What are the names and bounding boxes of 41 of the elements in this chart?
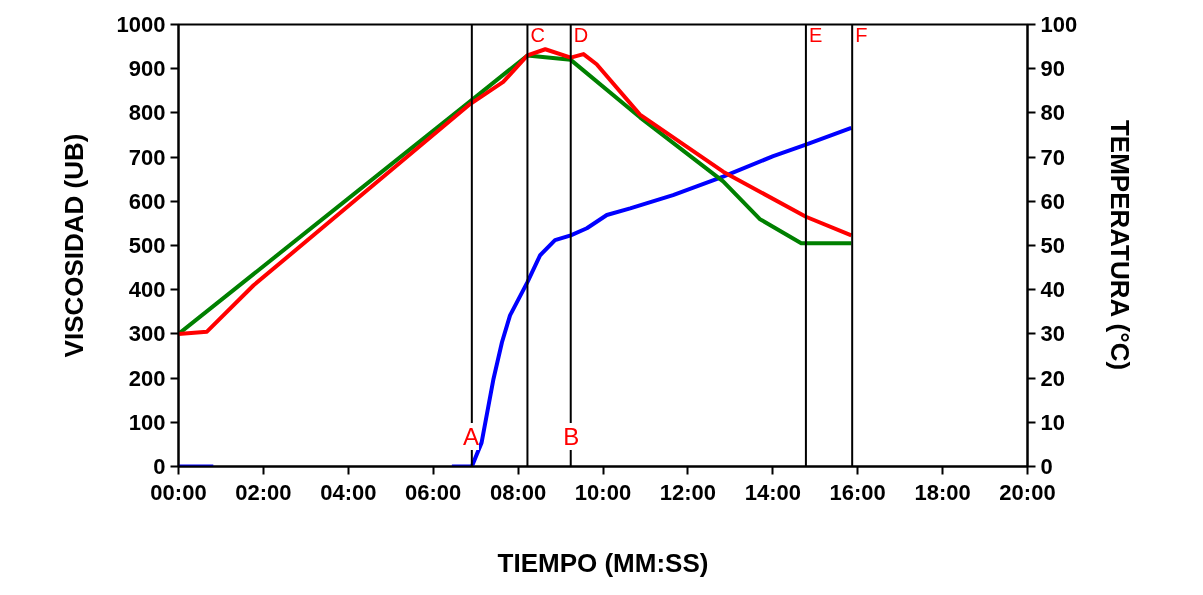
y-tick-label: 500 <box>128 233 166 258</box>
y2-tick-label: 40 <box>1040 277 1065 303</box>
y2-tick-label: 0 <box>1040 454 1053 479</box>
x-tick-label: 18:00 <box>914 479 971 505</box>
x-tick-label: 02:00 <box>235 479 292 505</box>
ref-line-label: E <box>808 23 823 46</box>
y2-tick-label: 80 <box>1040 100 1065 126</box>
y-tick-label: 300 <box>128 321 166 347</box>
y-tick-label: 1000 <box>116 12 166 37</box>
y-tick-label: 0 <box>153 454 166 479</box>
y2-tick-label: 10 <box>1040 409 1065 435</box>
y2-tick-label: 60 <box>1040 188 1065 214</box>
ref-line-label: D <box>573 23 589 46</box>
y-tick-label: 200 <box>128 365 166 391</box>
y2-tick-label: 30 <box>1040 321 1065 347</box>
x-tick-label: 10:00 <box>574 479 632 505</box>
x-axis-title: TIEMPO (MM:SS) <box>497 547 709 578</box>
x-tick-label: 14:00 <box>744 479 801 505</box>
y-tick-label: 400 <box>128 277 166 303</box>
y-tick-label: 700 <box>128 144 166 170</box>
x-tick-label: 20:00 <box>999 479 1056 505</box>
ref-line-label: C <box>530 23 545 46</box>
y-tick-label: 600 <box>128 188 166 214</box>
x-tick-label: 12:00 <box>659 479 717 505</box>
y-tick-label: 100 <box>128 409 166 435</box>
x-tick-label: 04:00 <box>320 479 377 505</box>
y2-axis-title: TEMPERATURA (°C) <box>1105 119 1136 371</box>
x-tick-label: 00:00 <box>150 479 207 505</box>
x-tick-label: 08:00 <box>489 479 547 505</box>
y2-tick-label: 50 <box>1040 233 1065 258</box>
y-tick-label: 900 <box>128 56 166 82</box>
annotation: A <box>462 422 479 450</box>
y2-tick-label: 20 <box>1040 365 1065 391</box>
x-tick-label: 16:00 <box>829 479 886 505</box>
y-axis-title: VISCOSIDAD (UB) <box>58 133 89 358</box>
y2-tick-label: 90 <box>1040 56 1065 82</box>
y2-tick-label: 100 <box>1040 12 1078 37</box>
y2-tick-label: 70 <box>1040 144 1065 170</box>
x-tick-label: 06:00 <box>405 479 462 505</box>
ref-line-label: F <box>855 23 868 46</box>
y-tick-label: 800 <box>128 100 166 126</box>
